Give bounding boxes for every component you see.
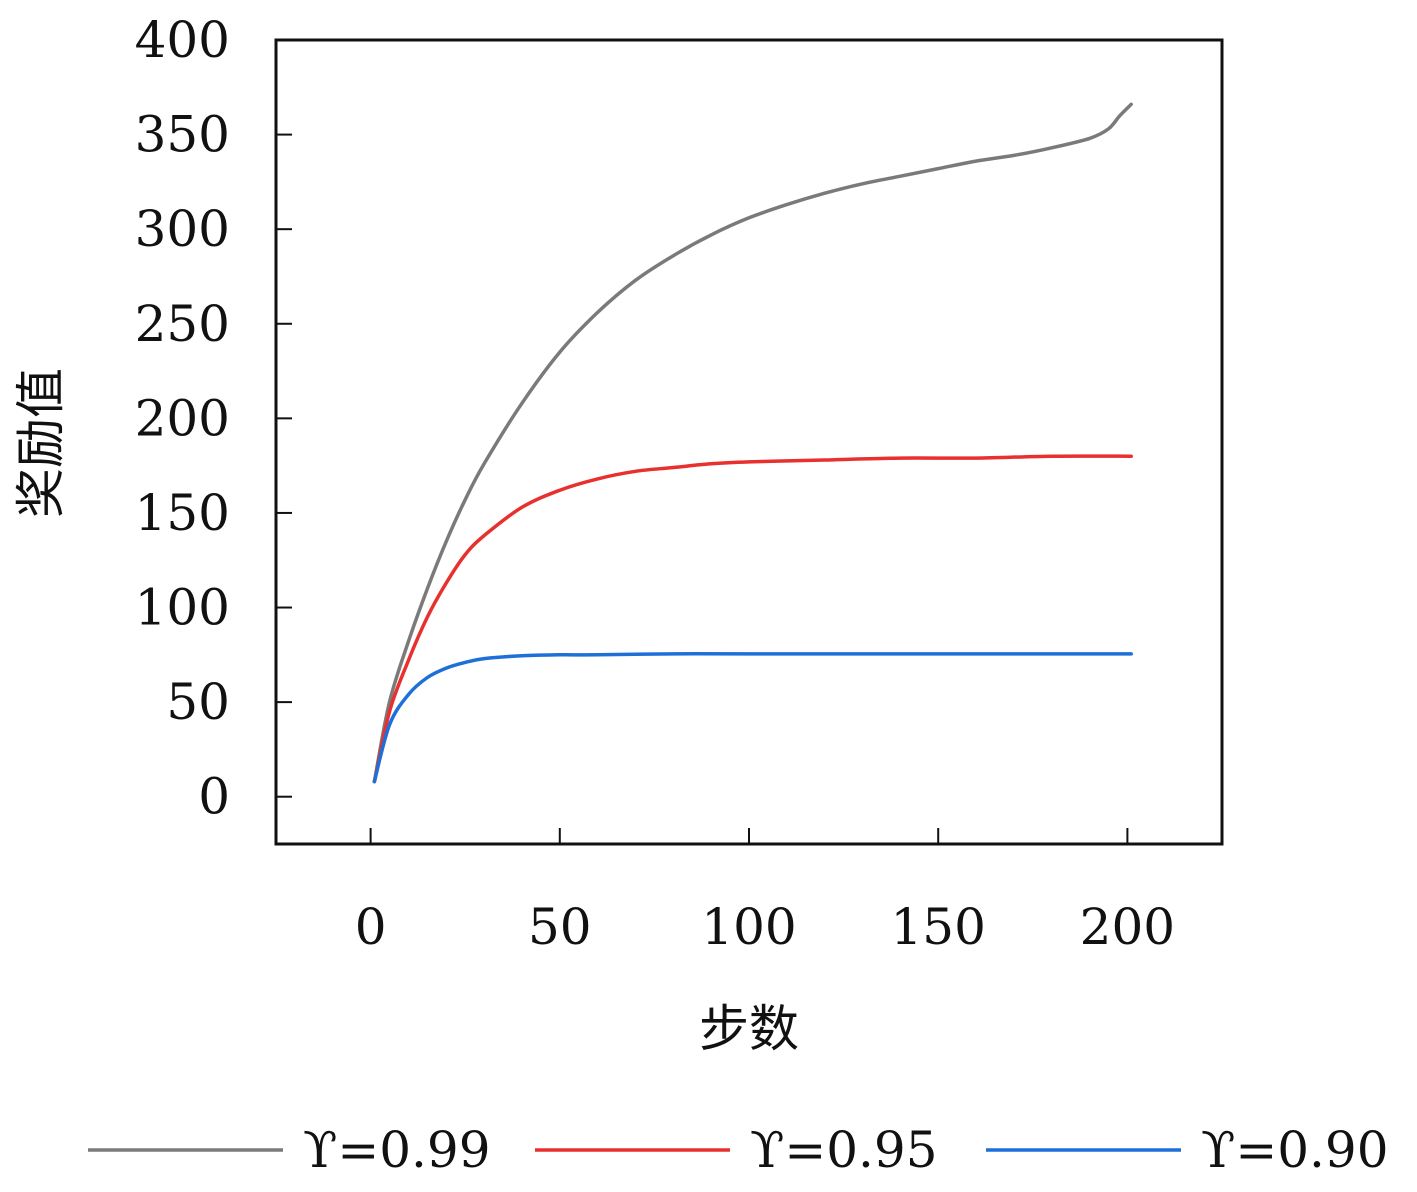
legend-label-2: ϒ=0.90 bbox=[1201, 1121, 1389, 1179]
y-tick-label: 250 bbox=[135, 295, 230, 353]
series-line-1 bbox=[372, 454, 1133, 784]
series-line-2 bbox=[372, 652, 1133, 784]
y-tick-label: 50 bbox=[166, 673, 230, 731]
x-tick-label: 50 bbox=[528, 898, 592, 956]
y-axis-title: 奖励值 bbox=[12, 368, 70, 518]
x-axis-title: 步数 bbox=[699, 1000, 799, 1058]
y-axis-ticks: 0 50 100 150 200 250 300 350 400 bbox=[135, 11, 292, 826]
series-lines bbox=[372, 102, 1133, 784]
series-line-0 bbox=[372, 102, 1133, 784]
y-tick-label: 150 bbox=[135, 484, 230, 542]
y-tick-label: 350 bbox=[135, 106, 230, 164]
y-tick-label: 400 bbox=[135, 11, 230, 69]
y-tick-label: 200 bbox=[135, 389, 230, 447]
plot-frame bbox=[274, 38, 1224, 846]
y-tick-label: 0 bbox=[198, 768, 230, 826]
x-tick-label: 200 bbox=[1080, 898, 1175, 956]
legend: ϒ=0.99 ϒ=0.95 ϒ=0.90 bbox=[88, 1121, 1389, 1179]
legend-label-1: ϒ=0.95 bbox=[750, 1121, 938, 1179]
x-axis-ticks: 0 50 100 150 200 bbox=[355, 828, 1175, 956]
legend-label-0: ϒ=0.99 bbox=[303, 1121, 491, 1179]
x-tick-label: 150 bbox=[890, 898, 985, 956]
x-tick-label: 100 bbox=[701, 898, 796, 956]
y-tick-label: 300 bbox=[135, 200, 230, 258]
x-tick-label: 0 bbox=[355, 898, 387, 956]
y-tick-label: 100 bbox=[135, 579, 230, 637]
